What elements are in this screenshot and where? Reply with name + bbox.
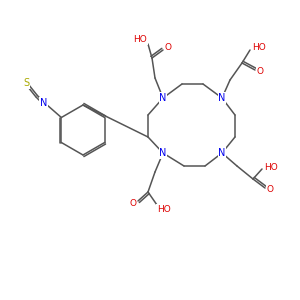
Text: N: N (40, 98, 47, 107)
Text: O: O (164, 43, 172, 52)
Text: HO: HO (133, 35, 147, 44)
Text: N: N (159, 93, 167, 103)
Text: O: O (130, 200, 136, 208)
Text: N: N (218, 93, 226, 103)
Text: HO: HO (252, 44, 266, 52)
Text: S: S (23, 79, 29, 88)
Text: HO: HO (157, 205, 171, 214)
Text: O: O (256, 68, 263, 76)
Text: O: O (266, 185, 274, 194)
Text: HO: HO (264, 163, 278, 172)
Text: N: N (159, 148, 167, 158)
Text: N: N (218, 148, 226, 158)
